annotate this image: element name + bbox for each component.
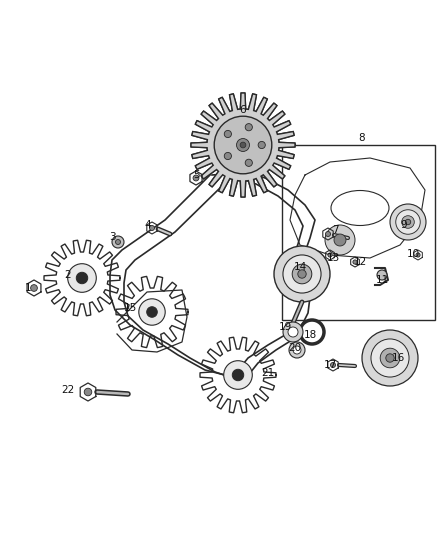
Circle shape	[149, 225, 155, 230]
Circle shape	[245, 124, 252, 131]
Text: 16: 16	[392, 353, 405, 363]
Text: 20: 20	[289, 343, 301, 353]
Circle shape	[31, 285, 37, 292]
Circle shape	[116, 239, 120, 245]
Circle shape	[405, 219, 411, 225]
Circle shape	[402, 216, 414, 228]
Text: 10: 10	[406, 249, 420, 259]
Circle shape	[68, 264, 96, 292]
Text: 14: 14	[293, 262, 307, 272]
Text: 5: 5	[193, 170, 199, 180]
Circle shape	[396, 210, 420, 234]
Text: 22: 22	[61, 385, 74, 395]
Circle shape	[139, 299, 165, 325]
Circle shape	[245, 159, 252, 166]
Text: 12: 12	[353, 257, 367, 267]
Bar	[282, 145, 435, 320]
Circle shape	[214, 116, 272, 174]
Text: 19: 19	[279, 322, 292, 332]
Text: 15: 15	[124, 303, 137, 313]
Text: 6: 6	[240, 105, 246, 115]
Circle shape	[288, 327, 298, 337]
Circle shape	[147, 306, 157, 317]
Circle shape	[76, 272, 88, 284]
Circle shape	[258, 141, 265, 149]
Circle shape	[237, 139, 250, 151]
Circle shape	[325, 225, 355, 255]
Text: 13: 13	[326, 253, 339, 263]
Text: 8: 8	[359, 133, 365, 143]
Text: 17: 17	[323, 360, 337, 370]
Circle shape	[283, 255, 321, 293]
Circle shape	[334, 234, 346, 246]
Circle shape	[283, 322, 303, 342]
Circle shape	[377, 270, 387, 280]
Circle shape	[293, 346, 301, 354]
Circle shape	[298, 270, 306, 278]
Text: 7: 7	[332, 225, 338, 235]
Circle shape	[416, 253, 420, 257]
Text: 9: 9	[401, 220, 407, 230]
Circle shape	[289, 342, 305, 358]
Circle shape	[362, 330, 418, 386]
Text: 2: 2	[65, 270, 71, 280]
Circle shape	[325, 231, 331, 237]
Circle shape	[193, 175, 199, 181]
Circle shape	[232, 369, 244, 381]
Text: 11: 11	[375, 275, 389, 285]
Circle shape	[331, 362, 336, 368]
Circle shape	[224, 152, 231, 159]
Circle shape	[224, 361, 252, 389]
Circle shape	[292, 264, 312, 284]
Circle shape	[371, 339, 409, 377]
Text: 1: 1	[25, 283, 31, 293]
Circle shape	[240, 142, 246, 148]
Text: 21: 21	[261, 368, 275, 378]
Text: 18: 18	[304, 330, 317, 340]
Text: 4: 4	[145, 220, 151, 230]
Circle shape	[353, 260, 357, 264]
Text: 3: 3	[109, 232, 115, 242]
Circle shape	[112, 236, 124, 248]
Circle shape	[380, 348, 400, 368]
Circle shape	[274, 246, 330, 302]
Circle shape	[390, 204, 426, 240]
Polygon shape	[191, 93, 295, 197]
Circle shape	[84, 388, 92, 396]
Circle shape	[386, 354, 394, 362]
Circle shape	[328, 253, 332, 257]
Circle shape	[224, 131, 231, 138]
